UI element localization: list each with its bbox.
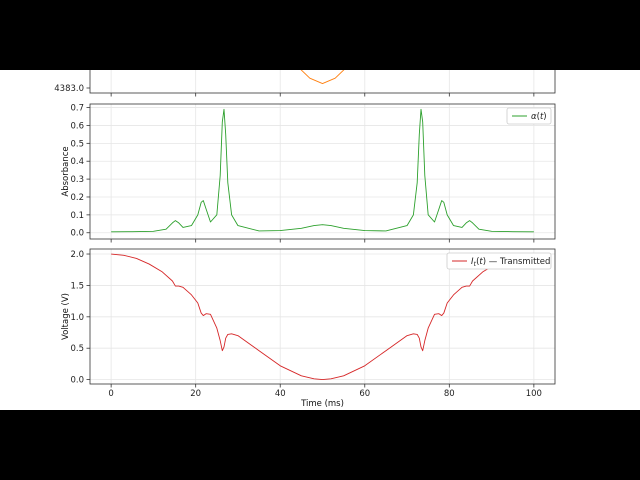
axes-frame	[89, 70, 556, 94]
y-tick-label: 0.4	[70, 157, 84, 167]
y-axis-label: Voltage (V)	[61, 293, 71, 340]
plot-area	[90, 70, 555, 93]
y-tick-label: 0.0	[70, 376, 84, 386]
y-tick-label: 0.1	[70, 211, 84, 221]
legend-label: It(t) — Transmitted	[471, 257, 550, 268]
axes-frame	[89, 103, 556, 240]
y-tick-label: 4383.0	[54, 84, 84, 94]
y-tick-label: 2.0	[70, 250, 84, 260]
series-line	[111, 253, 534, 381]
series-line	[300, 70, 345, 85]
y-tick-label: 4383.5	[54, 63, 84, 73]
y-axis-label: Absorbance	[61, 146, 71, 196]
y-tick-label: 0.7	[70, 104, 84, 114]
panel-top: 4383.0 4383.5	[54, 63, 556, 97]
panel-bottom: 0.0 0.5 1.0 1.5 2.0 0 20 40 60 80 100 Voltage (V) Ti…	[61, 248, 556, 409]
y-tick-label: 0.2	[70, 193, 84, 203]
x-tick-label: 20	[190, 389, 201, 399]
x-tick-label: 60	[359, 389, 370, 399]
plot-area	[90, 104, 555, 239]
panel-middle: 0.0 0.1 0.2 0.3 0.4 0.5 0.6 0.7 Absorbance α(t)	[61, 103, 556, 243]
x-tick-label: 100	[526, 389, 542, 399]
x-axis-label: Time (ms)	[300, 399, 344, 409]
legend-box	[506, 107, 552, 125]
series-line	[111, 108, 534, 233]
y-tick-label: 0.3	[70, 175, 84, 185]
plots-layer: 4383.0 4383.5 0.0 0.1 0.2 0.3 0.4 0.5 0.6 0.7 Abso…	[54, 63, 556, 409]
legend-box	[446, 252, 552, 270]
legend: It(t) — Transmitted	[446, 252, 552, 270]
x-tick-label: 80	[444, 389, 455, 399]
y-tick-label: 1.0	[70, 313, 84, 323]
y-tick-label: 0.6	[70, 121, 84, 131]
y-tick-label: 0.5	[70, 344, 84, 354]
x-tick-label: 0	[108, 389, 113, 399]
legend-label: α(t)	[531, 112, 547, 122]
legend: α(t)	[506, 107, 552, 125]
y-tick-label: 1.5	[70, 281, 84, 291]
x-tick-label: 40	[275, 389, 286, 399]
y-tick-label: 0.0	[70, 229, 84, 239]
y-tick-label: 0.5	[70, 139, 84, 149]
